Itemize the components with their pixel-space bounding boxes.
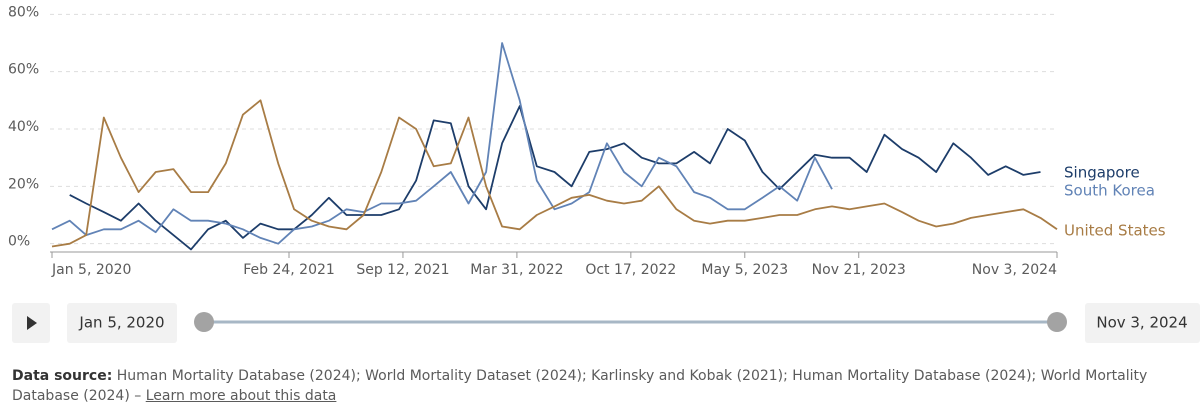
x-tick-label: Nov 3, 2024 xyxy=(972,262,1057,278)
series-label: United States xyxy=(1064,222,1166,240)
series-line xyxy=(51,99,1058,248)
start-date[interactable]: Jan 5, 2020 xyxy=(78,314,164,332)
x-tick-label: Mar 31, 2022 xyxy=(470,262,563,278)
series-label: South Korea xyxy=(1064,182,1155,200)
series-line xyxy=(51,42,833,245)
source-heading: Data source: xyxy=(12,368,113,384)
x-tick-label: Oct 17, 2022 xyxy=(585,262,676,278)
x-tick-label: Feb 24, 2021 xyxy=(243,262,335,278)
x-tick-label: Jan 5, 2020 xyxy=(51,262,131,278)
end-date[interactable]: Nov 3, 2024 xyxy=(1096,314,1187,332)
play-icon[interactable] xyxy=(27,316,37,330)
chart: Nov 3, 2024 Nov 21, 2023 May 5, 2023 Oct 17… xyxy=(8,4,1200,343)
y-tick-label: 20% xyxy=(8,176,39,192)
y-tick-label: 0% xyxy=(8,234,30,250)
series-line xyxy=(69,105,1041,251)
y-tick-label: 80% xyxy=(8,4,39,20)
series-label: Singapore xyxy=(1064,164,1140,182)
end-date-box[interactable] xyxy=(1085,303,1200,343)
y-tick-label: 40% xyxy=(8,119,39,135)
y-tick-label: 60% xyxy=(8,62,39,78)
footer: Data source: Human Mortality Database (2… xyxy=(12,366,1192,406)
learn-more-link[interactable]: Learn more about this data xyxy=(145,388,337,404)
x-tick-label: Nov 21, 2023 xyxy=(812,262,906,278)
x-tick-label: May 5, 2023 xyxy=(701,262,788,278)
slider-handle-start[interactable] xyxy=(194,312,214,332)
x-tick-label: Sep 12, 2021 xyxy=(356,262,449,278)
start-date-box[interactable] xyxy=(67,303,177,343)
source-text: Human Mortality Database (2024); World M… xyxy=(12,368,1148,404)
slider-handle-end[interactable] xyxy=(1047,312,1067,332)
